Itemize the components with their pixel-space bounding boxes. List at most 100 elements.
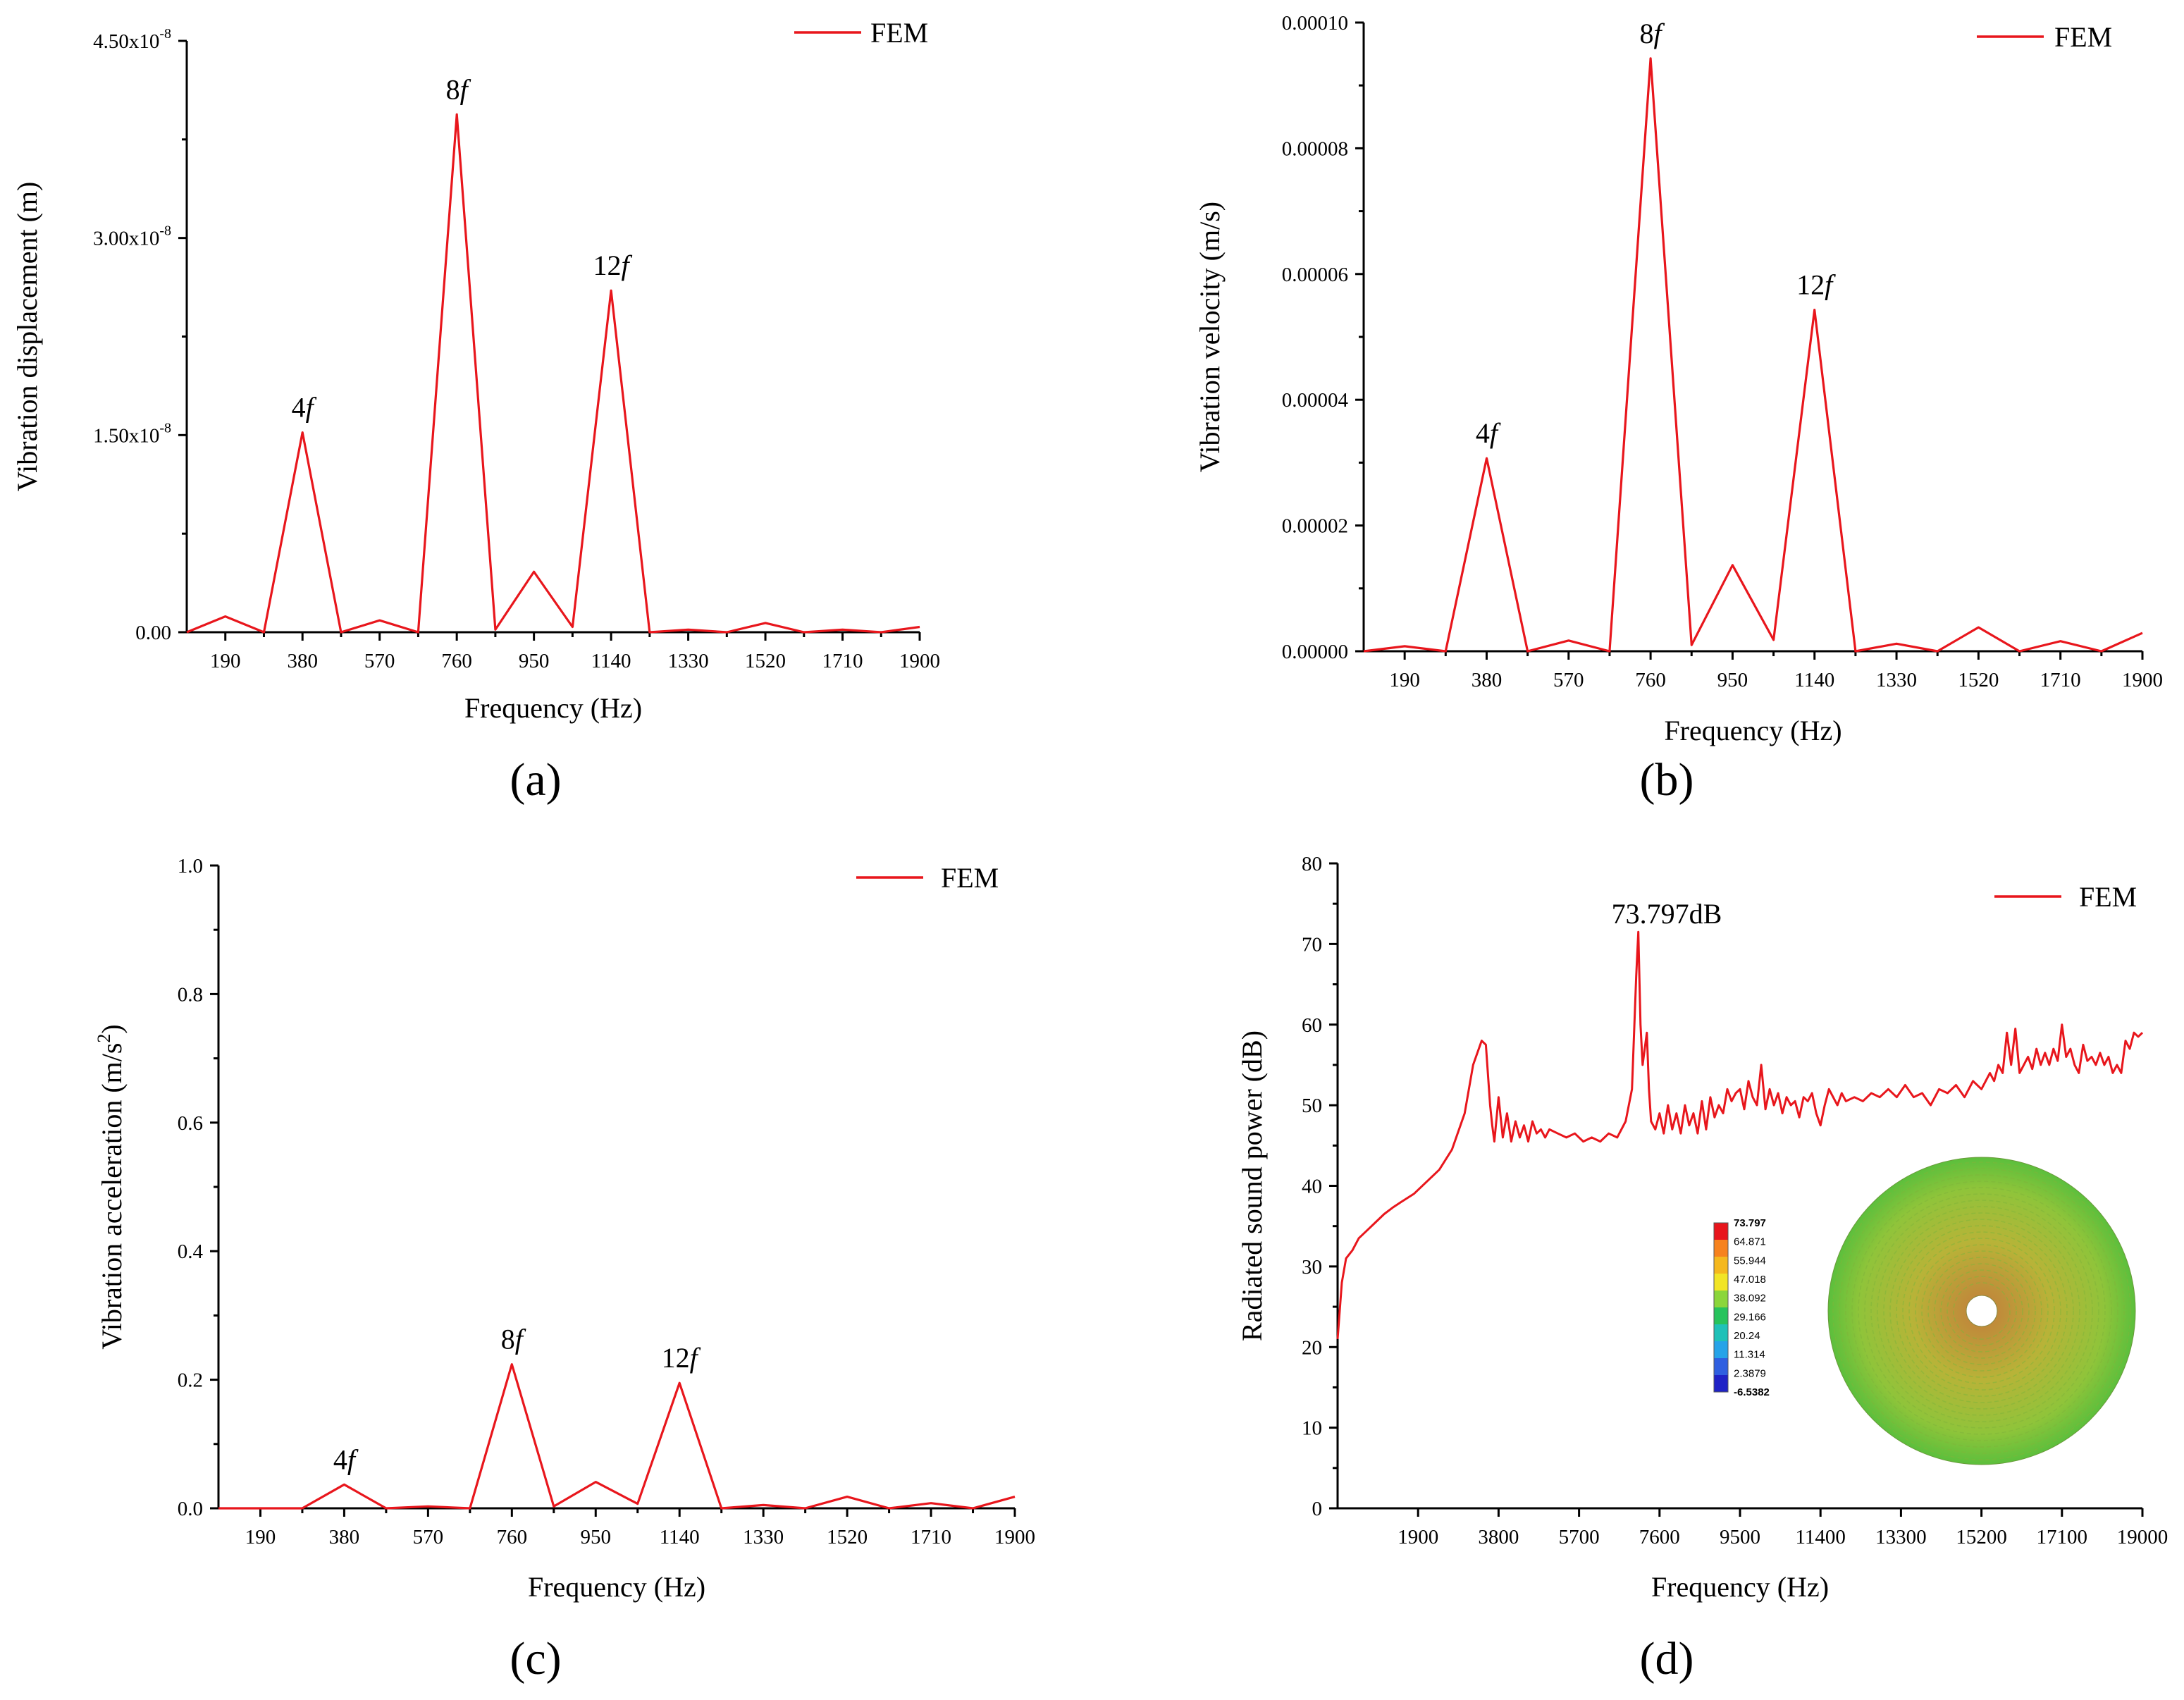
series-line-fem (186, 113, 920, 634)
x-tick-label: 3800 (1478, 1526, 1519, 1548)
y-tick-label: 0.0 (178, 1498, 203, 1520)
x-tick-label: 190 (210, 650, 241, 672)
disk-ring (1845, 1174, 2118, 1448)
x-tick-label: 190 (245, 1526, 276, 1548)
y-tick-label: 20 (1302, 1336, 1322, 1359)
x-tick-label: 1520 (827, 1526, 868, 1548)
colorbar-segment (1714, 1274, 1728, 1291)
x-tick-label: 1900 (2122, 669, 2163, 691)
x-tick-label: 380 (1472, 669, 1503, 691)
x-tick-label: 7600 (1639, 1526, 1680, 1548)
y-tick-label: 3.00x10-8 (93, 223, 171, 250)
peak-annotation: 4f (1476, 417, 1501, 449)
colorbar-frame (1713, 1222, 1729, 1393)
x-tick-label: 380 (287, 650, 318, 672)
y-tick-label: 0.8 (178, 983, 203, 1006)
x-tick-label: 1710 (2040, 669, 2081, 691)
x-tick-label: 380 (329, 1526, 360, 1548)
disk-ring (1908, 1238, 2055, 1384)
panel-label: (c) (510, 1633, 561, 1684)
peak-annotation: 12f (662, 1342, 701, 1374)
colorbar-label: 29.166 (1734, 1311, 1766, 1323)
y-tick-label: 10 (1302, 1417, 1322, 1440)
panel-label: (b) (1640, 754, 1694, 806)
disk-ring (1832, 1162, 2131, 1460)
y-tick-label: 0.00008 (1282, 137, 1348, 160)
colorbar-segment (1714, 1307, 1728, 1324)
x-tick-label: 15200 (1956, 1526, 2007, 1548)
x-tick-label: 760 (1635, 669, 1666, 691)
colorbar-label: 73.797 (1734, 1217, 1766, 1229)
x-tick-label: 5700 (1559, 1526, 1600, 1548)
y-tick-label: 0.00010 (1282, 12, 1348, 35)
inset-contour: 73.797 64.871 55.944 47.018 38.092 29.166 20.2… (1713, 1157, 2136, 1465)
x-tick-label: 13300 (1875, 1526, 1927, 1548)
y-tick-label: 80 (1302, 853, 1322, 875)
disk-ring (1947, 1276, 2017, 1346)
y-tick-label: 60 (1302, 1014, 1322, 1037)
disk-ring (1870, 1200, 2093, 1422)
colorbar-segment (1714, 1291, 1728, 1307)
y-axis-label: Vibration acceleration (m/s2) (94, 1024, 128, 1350)
x-tick-label: 1900 (899, 650, 940, 672)
series-line-fem (1363, 57, 2143, 653)
y-tick-label: 50 (1302, 1095, 1322, 1117)
y-tick-label: 0 (1312, 1498, 1323, 1520)
colorbar-label: 11.314 (1734, 1349, 1765, 1361)
x-tick-label: 190 (1389, 669, 1420, 691)
disk-ring (1915, 1244, 2049, 1378)
x-tick-label: 1330 (743, 1526, 784, 1548)
colorbar-segment (1714, 1375, 1728, 1392)
disk-ring (1839, 1168, 2125, 1454)
disk-ring (1851, 1181, 2112, 1441)
peak-annotation: 4f (333, 1443, 359, 1475)
disk-ring (1896, 1225, 2068, 1397)
x-tick-label: 1330 (668, 650, 709, 672)
x-tick-label: 1140 (660, 1526, 700, 1548)
disk-ring (1889, 1219, 2074, 1403)
colorbar-segment (1714, 1223, 1728, 1240)
disk-ring (1883, 1212, 2080, 1410)
disk-ring (1877, 1206, 2087, 1416)
x-tick-label: 19000 (2117, 1526, 2168, 1548)
x-tick-label: 11400 (1795, 1526, 1845, 1548)
legend-label: FEM (2079, 881, 2137, 913)
peak-annotation: 12f (1796, 269, 1836, 301)
peak-annotation: 8f (446, 73, 471, 105)
x-tick-label: 1140 (1794, 669, 1834, 691)
y-tick-label: 0.2 (178, 1369, 203, 1392)
disk-ring (1902, 1231, 2061, 1391)
y-tick-label: 0.00006 (1282, 264, 1348, 286)
x-tick-label: 17100 (2037, 1526, 2088, 1548)
y-tick-label: 4.50x10-8 (93, 26, 171, 53)
x-tick-label: 950 (1717, 669, 1748, 691)
y-tick-label: 30 (1302, 1256, 1322, 1279)
colorbar-label: 55.944 (1734, 1255, 1766, 1267)
legend-label: FEM (2054, 21, 2112, 53)
peak-annotation: 8f (1640, 18, 1665, 49)
x-tick-label: 570 (413, 1526, 444, 1548)
x-tick-label: 760 (441, 650, 472, 672)
peak-annotation: 73.797dB (1612, 898, 1722, 930)
y-tick-label: 0.00 (135, 622, 171, 644)
y-tick-label: 1.50x10-8 (93, 420, 171, 447)
x-tick-label: 1900 (994, 1526, 1035, 1548)
peak-annotation: 8f (501, 1324, 526, 1355)
disk-ring (1921, 1250, 2042, 1372)
y-axis-label: Radiated sound power (dB) (1236, 1030, 1268, 1341)
x-axis-label: Frequency (Hz) (1664, 715, 1841, 746)
x-tick-label: 570 (364, 650, 395, 672)
chart-panel-c: 190 380 570 760 950 1140 1330 1520 1710 1900 0.0 0.… (94, 855, 1035, 1684)
y-tick-label: 0.6 (178, 1112, 203, 1135)
x-tick-label: 1710 (822, 650, 863, 672)
y-tick-label: 70 (1302, 933, 1322, 956)
disk-hole (1966, 1295, 1998, 1327)
colorbar-segment (1714, 1324, 1728, 1341)
colorbar-label: -6.5382 (1734, 1386, 1770, 1398)
panel-label: (a) (510, 754, 561, 806)
colorbar-segment (1714, 1341, 1728, 1358)
x-tick-label: 1710 (911, 1526, 951, 1548)
disk-ring (1934, 1263, 2030, 1359)
panel-label: (d) (1640, 1633, 1694, 1684)
